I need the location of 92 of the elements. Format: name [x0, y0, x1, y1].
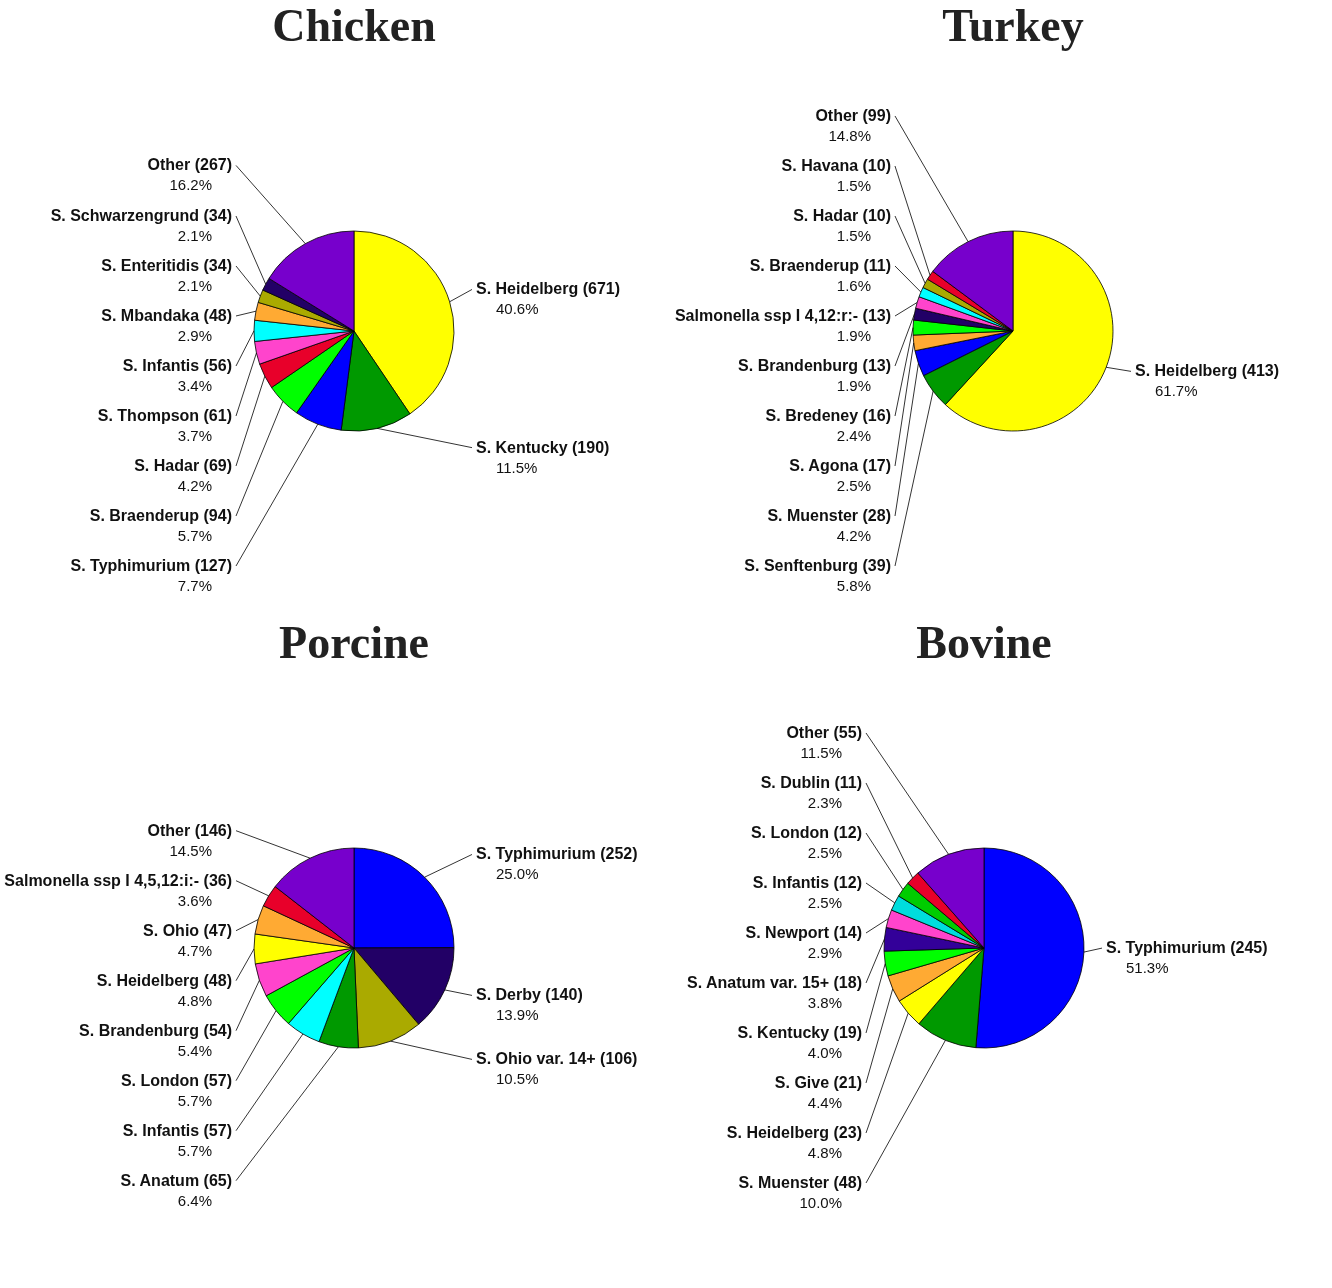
data-label: 13.9% — [496, 1006, 539, 1024]
slice-label: S. Give (21) — [774, 1074, 862, 1091]
slice-label: S. Heidelberg (48) — [96, 971, 232, 989]
data-label: 16.2% — [169, 176, 212, 194]
data-label: 25.0% — [496, 865, 539, 883]
slice-label: S. Havana (10) — [781, 157, 891, 174]
data-label: 5.7% — [177, 1141, 212, 1159]
slice-label: S. Hadar (10) — [793, 207, 891, 224]
slice-label: S. Infantis (57) — [122, 1121, 232, 1139]
slice-label: S. Dublin (11) — [760, 774, 862, 791]
slice-label: S. Braenderup (94) — [89, 507, 232, 524]
data-label: 1.9% — [836, 327, 871, 344]
data-label: 51.3% — [1126, 959, 1169, 977]
data-label: 3.7% — [177, 427, 212, 444]
slice-label: S. Muenster (48) — [738, 1174, 862, 1191]
slice-label: Other (267) — [147, 156, 232, 174]
data-label: 61.7% — [1155, 382, 1198, 400]
slice-label: S. Bredeney (16) — [765, 407, 891, 424]
data-label: 4.2% — [177, 477, 212, 494]
slice-label: Other (146) — [147, 821, 232, 839]
slice-label: S. Infantis (12) — [752, 874, 862, 891]
slice-label: S. Typhimurium (245) — [1106, 939, 1268, 957]
slice-label: Salmonella ssp I 4,12:r:- (13) — [674, 307, 891, 324]
slice-label: S. Muenster (28) — [767, 507, 891, 524]
slice-label: S. Mbandaka (48) — [101, 307, 232, 324]
slice-label: S. Enteritidis (34) — [101, 257, 232, 274]
data-label: 14.5% — [169, 841, 212, 859]
data-label: 2.9% — [807, 944, 842, 961]
chart-title: Turkey — [942, 0, 1084, 51]
slice-label: Salmonella ssp I 4,5,12:i:- (36) — [4, 871, 232, 889]
data-label: 2.3% — [807, 794, 842, 811]
slice-label: S. Typhimurium (252) — [476, 845, 638, 863]
slice-label: S. Brandenburg (54) — [79, 1021, 232, 1039]
slice-label: S. Brandenburg (13) — [738, 357, 891, 374]
data-label: 5.7% — [177, 1091, 212, 1109]
data-label: 1.9% — [836, 377, 871, 394]
chart-title: Chicken — [272, 0, 436, 51]
data-label: 40.6% — [496, 300, 539, 318]
data-label: 4.0% — [807, 1044, 842, 1061]
slice-label: S. Hadar (69) — [134, 457, 232, 474]
slice-label: S. Agona (17) — [789, 457, 891, 474]
slice-label: Other (99) — [815, 107, 891, 124]
slice-label: S. Senftenburg (39) — [744, 557, 891, 574]
data-label: 10.5% — [496, 1070, 539, 1088]
data-label: 1.6% — [836, 277, 871, 294]
data-label: 2.1% — [177, 277, 212, 294]
slice-label: S. Ohio var. 14+ (106) — [476, 1050, 638, 1068]
data-label: 5.7% — [177, 527, 212, 544]
slice-label: S. Kentucky (19) — [737, 1024, 862, 1041]
slice-label: S. Derby (140) — [476, 986, 583, 1004]
slice-label: S. Ohio (47) — [143, 921, 232, 939]
data-label: 10.0% — [799, 1194, 842, 1211]
data-label: 2.4% — [836, 427, 871, 444]
data-label: 14.8% — [828, 127, 871, 144]
data-label: 3.4% — [177, 377, 212, 394]
slice-label: S. Infantis (56) — [122, 357, 232, 374]
slice-label: S. Anatum var. 15+ (18) — [686, 974, 862, 991]
data-label: 11.5% — [800, 744, 842, 761]
slice-label: S. Heidelberg (671) — [476, 280, 621, 298]
chart-title: Porcine — [279, 617, 429, 668]
data-label: 4.8% — [807, 1144, 842, 1161]
data-label: 6.4% — [177, 1191, 212, 1209]
data-label: 11.5% — [496, 458, 538, 476]
data-label: 2.5% — [836, 477, 871, 494]
slice-label: S. Braenderup (11) — [749, 257, 891, 274]
data-label: 2.5% — [807, 894, 842, 911]
data-label: 1.5% — [836, 227, 871, 244]
slice-label: Other (55) — [786, 724, 862, 741]
slice-label: S. Typhimurium (127) — [70, 557, 232, 574]
slice-label: S. Heidelberg (23) — [726, 1124, 862, 1141]
data-label: 5.4% — [177, 1041, 212, 1059]
slice-label: S. Kentucky (190) — [476, 438, 610, 456]
slice-label: S. Schwarzengrund (34) — [50, 207, 232, 224]
slice-label: S. London (12) — [750, 824, 862, 841]
data-label: 2.9% — [177, 327, 212, 344]
data-label: 3.8% — [807, 994, 842, 1011]
data-label: 5.8% — [836, 577, 871, 594]
data-label: 4.8% — [177, 991, 212, 1009]
data-label: 4.2% — [836, 527, 871, 544]
slice-label: S. Newport (14) — [745, 924, 862, 941]
data-label: 1.5% — [836, 177, 871, 194]
slice-label: S. Anatum (65) — [120, 1171, 232, 1189]
data-label: 4.4% — [807, 1094, 842, 1111]
data-label: 3.6% — [177, 891, 212, 909]
data-label: 4.7% — [177, 941, 212, 959]
chart-title: Bovine — [916, 617, 1052, 668]
data-label: 7.7% — [177, 577, 212, 594]
slice-label: S. Thompson (61) — [97, 407, 232, 424]
slice-label: S. Heidelberg (413) — [1135, 362, 1280, 380]
slice-label: S. London (57) — [120, 1071, 232, 1089]
data-label: 2.1% — [177, 227, 212, 244]
data-label: 2.5% — [807, 844, 842, 861]
